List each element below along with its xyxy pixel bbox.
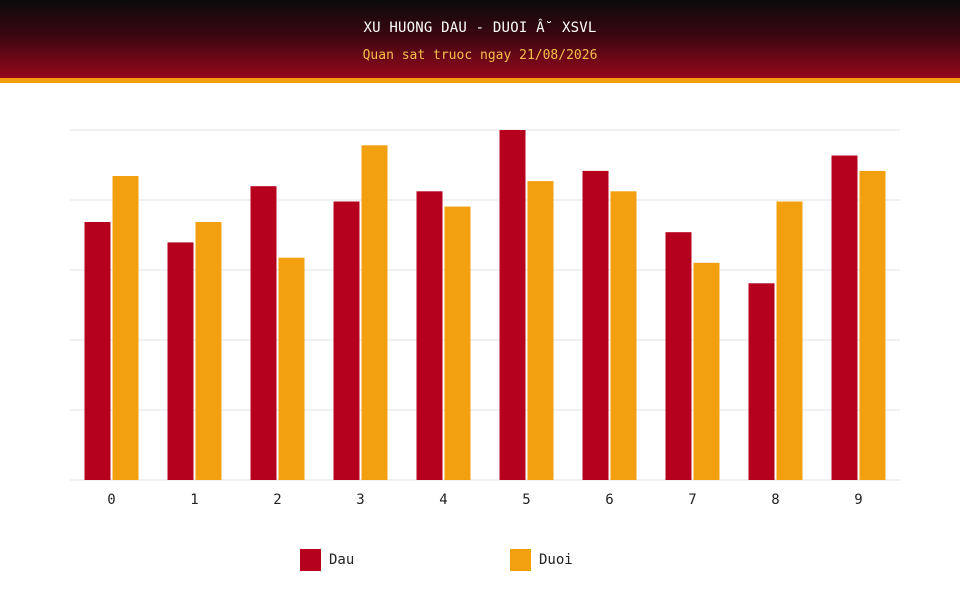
bar-duoi-9[interactable] bbox=[859, 170, 886, 480]
bar-dau-4[interactable] bbox=[416, 191, 443, 481]
bar-duoi-8[interactable] bbox=[776, 201, 803, 481]
header-accent-stripe bbox=[0, 78, 960, 83]
x-tick-label: 1 bbox=[190, 492, 198, 508]
legend-swatch-dau bbox=[300, 549, 321, 571]
bar-dau-7[interactable] bbox=[665, 232, 692, 480]
bar-dau-1[interactable] bbox=[167, 242, 194, 480]
header-banner: XU HUONG DAU - DUOI Â˘ XSVL Quan sat tru… bbox=[0, 0, 960, 78]
bar-duoi-0[interactable] bbox=[112, 176, 139, 480]
bar-duoi-3[interactable] bbox=[361, 145, 388, 481]
x-tick-label: 6 bbox=[605, 492, 613, 508]
legend-label-dau: Dau bbox=[329, 552, 355, 568]
bar-chart: 0 1 2 3 4 5 6 7 8 9 bbox=[70, 129, 900, 508]
bar-duoi-4[interactable] bbox=[444, 206, 471, 480]
bar-dau-2[interactable] bbox=[250, 186, 277, 480]
bar-dau-8[interactable] bbox=[748, 283, 775, 480]
legend: Dau Duoi bbox=[0, 548, 960, 574]
x-tick-label: 8 bbox=[771, 492, 779, 508]
x-tick-label: 0 bbox=[107, 492, 115, 508]
bar-dau-0[interactable] bbox=[84, 222, 111, 480]
bar-duoi-6[interactable] bbox=[610, 191, 637, 481]
x-tick-label: 2 bbox=[273, 492, 281, 508]
legend-label-duoi: Duoi bbox=[539, 552, 573, 568]
bar-duoi-7[interactable] bbox=[693, 262, 720, 480]
x-tick-label: 7 bbox=[688, 492, 696, 508]
bar-dau-6[interactable] bbox=[582, 170, 609, 480]
x-tick-label: 9 bbox=[854, 492, 862, 508]
chart-subtitle: Quan sat truoc ngay 21/08/2026 bbox=[362, 48, 598, 63]
bar-dau-9[interactable] bbox=[831, 155, 858, 481]
x-tick-label: 5 bbox=[522, 492, 530, 508]
x-tick-label: 3 bbox=[356, 492, 364, 508]
bar-dau-5[interactable] bbox=[499, 130, 526, 480]
bar-dau-3[interactable] bbox=[333, 201, 360, 481]
bar-duoi-2[interactable] bbox=[278, 257, 305, 480]
bar-duoi-1[interactable] bbox=[195, 222, 222, 480]
legend-swatch-duoi bbox=[510, 549, 531, 571]
x-tick-label: 4 bbox=[439, 492, 447, 508]
bar-duoi-5[interactable] bbox=[527, 181, 554, 480]
chart-title: XU HUONG DAU - DUOI Â˘ XSVL bbox=[363, 20, 597, 36]
